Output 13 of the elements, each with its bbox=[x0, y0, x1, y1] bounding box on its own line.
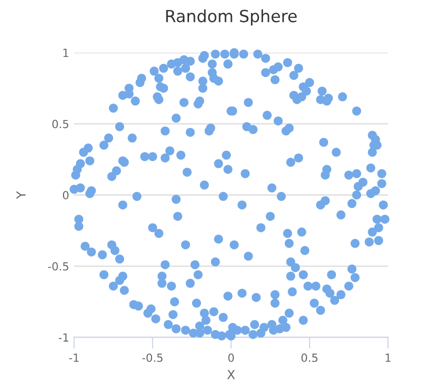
chart-title: Random Sphere bbox=[166, 9, 297, 26]
x-tick-label: 0.5 bbox=[301, 354, 318, 362]
y-tick-label: -1 bbox=[58, 333, 68, 342]
y-tick-label: 0 bbox=[62, 190, 69, 200]
y-tick-label: -0.5 bbox=[48, 262, 68, 271]
x-tick-label: -0.5 bbox=[142, 354, 162, 362]
y-tick-label: 0.5 bbox=[52, 120, 68, 128]
x-tick-label: 1 bbox=[386, 354, 391, 362]
x-tick-label: 0 bbox=[228, 354, 234, 362]
y-axis-title: Y bbox=[16, 191, 26, 199]
x-axis-title: X bbox=[227, 370, 235, 380]
y-tick-label: 1 bbox=[63, 48, 68, 57]
x-tick-label: -1 bbox=[69, 354, 79, 362]
